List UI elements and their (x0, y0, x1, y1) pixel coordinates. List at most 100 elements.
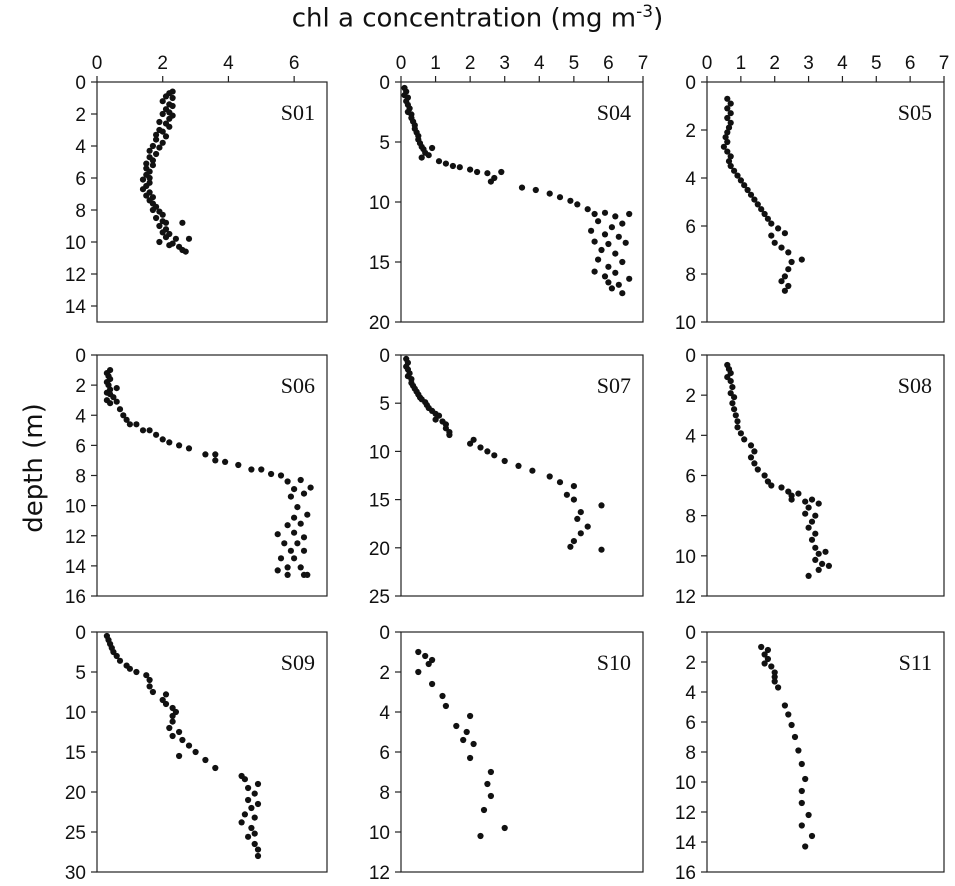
data-point (498, 168, 505, 176)
data-point (113, 385, 120, 392)
data-point (212, 451, 219, 458)
data-point (546, 190, 553, 197)
y-tick-label: 6 (685, 467, 696, 488)
data-point (815, 550, 822, 557)
data-point (254, 800, 262, 808)
data-point (470, 740, 477, 748)
data-point (159, 139, 166, 146)
data-point (274, 531, 281, 538)
y-tick-label: 10 (369, 823, 390, 844)
data-point (467, 712, 474, 720)
data-point (442, 160, 449, 167)
data-point (304, 511, 311, 518)
data-point (146, 683, 153, 690)
data-point (146, 676, 153, 684)
data-point (805, 811, 812, 819)
y-tick-label: 6 (685, 713, 696, 734)
y-tick-label: 4 (75, 406, 86, 427)
station-label: S05 (898, 100, 932, 125)
figure-title-main: chl a concentration (mg m (291, 3, 637, 34)
data-point (185, 235, 193, 242)
data-point (595, 218, 602, 225)
data-point (819, 560, 826, 568)
data-point (775, 684, 782, 691)
data-point (159, 98, 166, 105)
data-point (156, 144, 163, 151)
panel-s05: 0 2 4 6 8 10 0 1 2 3 4 5 6 7 S05 (675, 53, 949, 334)
y-tick-label: 12 (65, 527, 86, 548)
y-tick-label: 10 (675, 313, 696, 334)
data-point (287, 547, 294, 554)
data-point (254, 846, 262, 853)
data-point (727, 119, 734, 126)
data-point (775, 225, 782, 232)
data-point (159, 128, 166, 135)
data-point (768, 232, 775, 239)
data-point (169, 94, 176, 102)
data-point (212, 764, 219, 772)
data-point (518, 184, 526, 191)
data-point (619, 258, 626, 266)
data-point (294, 504, 301, 511)
data-point (744, 186, 751, 194)
y-tick-label: 0 (685, 346, 696, 367)
data-point (143, 160, 150, 167)
data-point (567, 543, 574, 550)
data-point (291, 486, 298, 493)
data-point (729, 400, 736, 407)
station-label: S08 (898, 373, 932, 398)
data-point (258, 466, 265, 473)
data-point (107, 400, 114, 407)
data-point (805, 572, 812, 580)
data-point (605, 263, 612, 270)
data-point (781, 273, 789, 280)
figure-title-superscript: -3 (636, 2, 654, 22)
data-point (166, 439, 173, 446)
data-point (248, 804, 255, 812)
data-point (162, 700, 170, 708)
y-tick-label: 20 (369, 539, 390, 560)
data-point (591, 210, 598, 218)
data-point (601, 209, 609, 216)
data-point (294, 540, 301, 547)
data-point (768, 482, 775, 489)
data-point (598, 546, 605, 553)
data-point (608, 224, 616, 231)
data-point (185, 445, 193, 452)
data-point (741, 182, 748, 189)
data-point (622, 239, 629, 246)
data-point (241, 776, 248, 783)
data-point (156, 238, 163, 246)
data-point (241, 811, 248, 818)
y-tick-label: 4 (379, 703, 390, 724)
y-tick-label: 6 (75, 436, 86, 457)
data-point (432, 416, 439, 423)
data-point (778, 244, 785, 251)
data-point (758, 643, 765, 651)
data-point (802, 498, 809, 505)
data-point (608, 285, 616, 292)
data-point (785, 711, 792, 718)
x-tick-label: 0 (396, 53, 407, 74)
data-point (460, 736, 467, 744)
data-point (149, 162, 156, 169)
data-point (781, 702, 789, 709)
data-point (284, 564, 291, 571)
data-point (601, 231, 609, 238)
y-tick-label: 8 (685, 265, 696, 286)
y-tick-label: 12 (675, 803, 696, 824)
data-point (149, 142, 156, 150)
data-point (422, 652, 429, 660)
data-point (727, 378, 734, 385)
y-tick-label: 10 (65, 233, 86, 254)
data-point (156, 118, 163, 126)
data-point (153, 431, 160, 438)
data-point (176, 442, 183, 449)
data-point (162, 93, 170, 100)
y-tick-label: 15 (369, 491, 390, 512)
data-point (166, 242, 173, 249)
data-point (727, 153, 734, 160)
data-point (474, 168, 481, 176)
y-tick-label: 0 (379, 623, 390, 644)
data-point (788, 258, 795, 266)
